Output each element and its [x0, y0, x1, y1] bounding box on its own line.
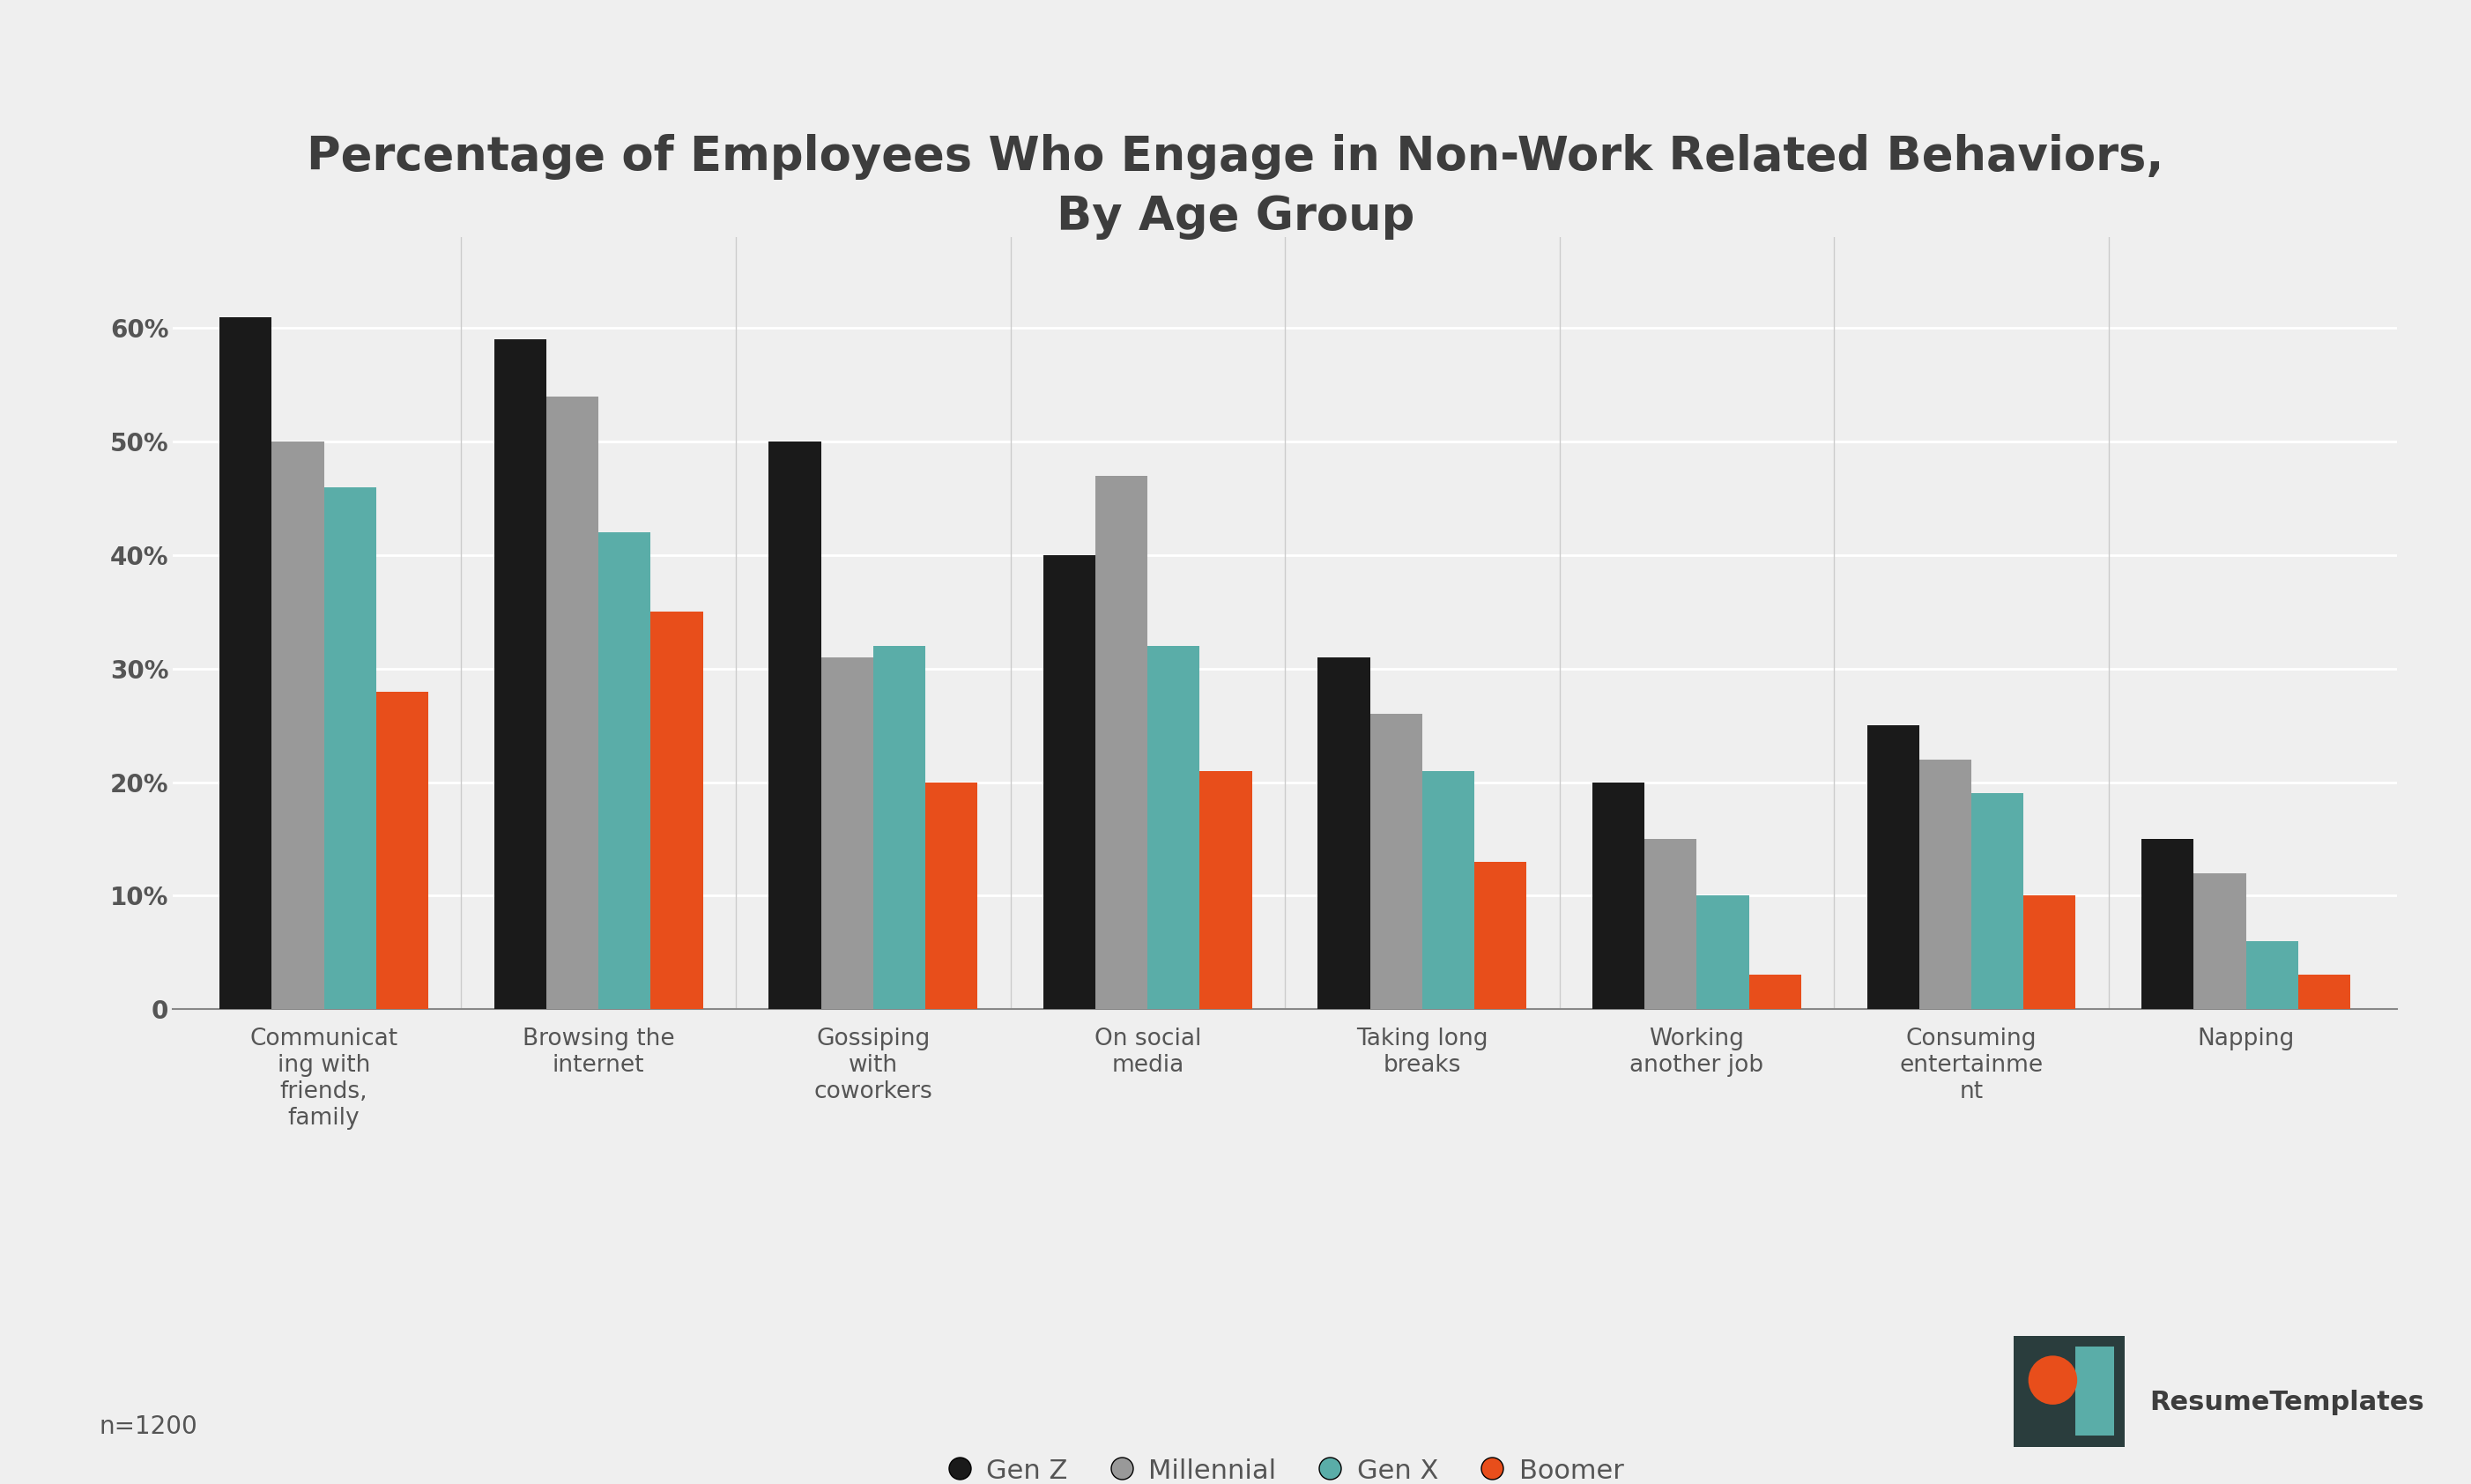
Bar: [1749, 975, 1801, 1009]
Bar: [650, 611, 702, 1009]
Bar: [1423, 770, 1475, 1009]
Circle shape: [2029, 1356, 2078, 1404]
Legend: Gen Z, Millennial, Gen X, Boomer: Gen Z, Millennial, Gen X, Boomer: [934, 1447, 1636, 1484]
Bar: [220, 318, 272, 1009]
Bar: [1369, 714, 1423, 1009]
Bar: [1591, 782, 1646, 1009]
Bar: [2246, 941, 2298, 1009]
Bar: [494, 340, 546, 1009]
Bar: [1475, 862, 1527, 1009]
Bar: [1095, 476, 1147, 1009]
Bar: [768, 442, 820, 1009]
Bar: [1043, 555, 1095, 1009]
Bar: [376, 692, 427, 1009]
Bar: [546, 396, 598, 1009]
Bar: [1201, 770, 1253, 1009]
Bar: [324, 487, 376, 1009]
Bar: [2076, 1347, 2115, 1437]
Text: Percentage of Employees Who Engage in Non-Work Related Behaviors,
By Age Group: Percentage of Employees Who Engage in No…: [306, 134, 2165, 239]
Bar: [1972, 794, 2024, 1009]
Bar: [1317, 657, 1369, 1009]
Bar: [872, 646, 924, 1009]
Bar: [598, 533, 650, 1009]
Bar: [2142, 838, 2194, 1009]
Bar: [1646, 838, 1698, 1009]
Bar: [1147, 646, 1201, 1009]
Bar: [2194, 873, 2246, 1009]
Bar: [820, 657, 872, 1009]
Bar: [924, 782, 979, 1009]
Bar: [1868, 726, 1920, 1009]
Bar: [1698, 896, 1749, 1009]
Bar: [2024, 896, 2076, 1009]
Text: n=1200: n=1200: [99, 1414, 198, 1439]
Text: ResumeTemplates: ResumeTemplates: [2150, 1389, 2424, 1416]
Bar: [2298, 975, 2350, 1009]
Bar: [272, 442, 324, 1009]
Bar: [1920, 760, 1972, 1009]
